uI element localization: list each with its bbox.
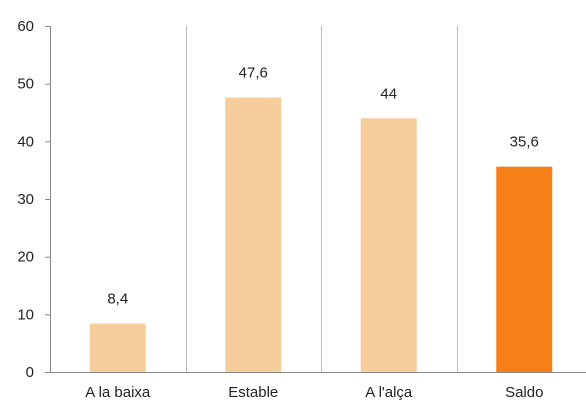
y-axis: 0 10 20 30 40 50 60 xyxy=(17,18,51,381)
data-label: 8,4 xyxy=(107,291,128,308)
y-tick-label: 10 xyxy=(17,306,34,323)
x-tick-label: A la baixa xyxy=(85,384,151,401)
y-tick-label: 30 xyxy=(17,191,34,208)
x-tick-label: A l'alça xyxy=(365,384,413,401)
data-labels: 8,4 47,6 44 35,6 xyxy=(107,65,539,308)
y-tick-label: 50 xyxy=(17,76,34,93)
data-label: 47,6 xyxy=(239,65,268,82)
data-label: 35,6 xyxy=(510,134,539,151)
grid-lines xyxy=(186,26,458,372)
y-tick-label: 60 xyxy=(17,18,34,35)
y-tick-label: 40 xyxy=(17,133,34,150)
x-tick-label: Estable xyxy=(228,384,278,401)
y-tick-label: 20 xyxy=(17,249,34,266)
bar xyxy=(89,323,146,372)
bars xyxy=(89,97,553,373)
x-axis: A la baixa Estable A l'alça Saldo xyxy=(50,372,586,401)
bar xyxy=(225,97,282,373)
bar xyxy=(360,118,417,373)
x-tick-label: Saldo xyxy=(505,384,543,401)
y-tick-label: 0 xyxy=(26,364,34,381)
bar xyxy=(496,166,553,372)
data-label: 44 xyxy=(380,85,397,102)
